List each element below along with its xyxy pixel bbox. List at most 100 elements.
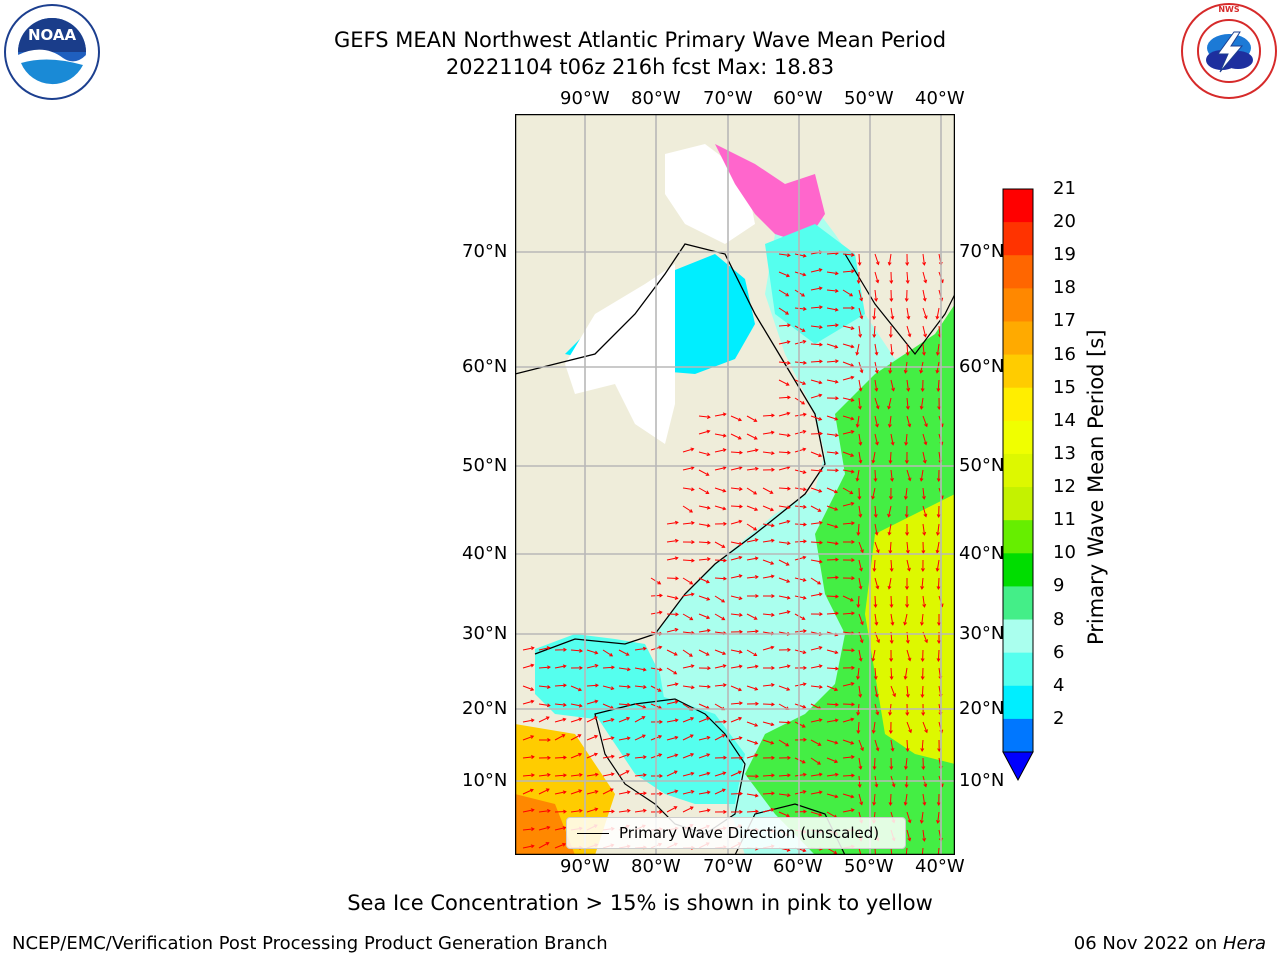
wave-arrow-head xyxy=(818,664,823,669)
wave-arrow xyxy=(714,505,726,510)
wave-arrow-head xyxy=(889,658,894,662)
wave-arrow-head xyxy=(610,736,615,741)
wave-arrow-head xyxy=(851,558,855,563)
wave-arrow xyxy=(889,793,892,806)
wave-arrow-head xyxy=(578,772,583,777)
wave-arrow-head xyxy=(738,519,743,524)
wave-arrow xyxy=(904,613,908,625)
wave-arrow-head xyxy=(919,819,924,824)
wave-arrow xyxy=(810,577,821,585)
wave-arrow-head xyxy=(786,273,790,278)
wave-arrow-head xyxy=(875,441,879,446)
wave-arrow-head xyxy=(771,467,775,472)
wave-arrow xyxy=(922,829,925,841)
wave-arrow-head xyxy=(594,790,599,794)
colorbar-segment xyxy=(1003,387,1033,422)
wave-arrow-head xyxy=(903,495,908,500)
wave-arrow-head xyxy=(858,585,863,590)
wave-arrow-head xyxy=(835,594,839,599)
wave-arrow-head xyxy=(755,629,759,634)
wave-arrow-head xyxy=(771,755,775,760)
wave-arrow-head xyxy=(626,716,631,721)
wave-arrow-head xyxy=(818,468,823,473)
lat-label-left: 30°N xyxy=(462,623,508,644)
wave-arrow-head xyxy=(819,431,823,436)
wave-arrow-head xyxy=(922,603,927,608)
wave-arrow xyxy=(698,791,710,795)
wave-arrow xyxy=(826,739,838,744)
wave-arrow-head xyxy=(819,612,823,617)
wave-arrow xyxy=(746,810,759,813)
wave-arrow-head xyxy=(935,352,940,356)
wave-arrow-head xyxy=(856,730,861,734)
wave-arrow-head xyxy=(818,488,823,493)
wave-arrow-head xyxy=(871,459,876,464)
wave-arrow-head xyxy=(642,685,647,689)
wave-arrow xyxy=(618,737,630,741)
wave-arrow-head xyxy=(626,667,631,672)
wave-arrow-head xyxy=(936,802,941,806)
wave-arrow-head xyxy=(753,526,758,531)
wave-arrow-head xyxy=(935,549,940,554)
wave-arrow-head xyxy=(738,555,743,560)
colorbar-segment xyxy=(1003,321,1033,356)
wave-arrow xyxy=(921,811,924,823)
lat-label-left: 10°N xyxy=(462,770,508,791)
wave-arrow-head xyxy=(817,742,822,746)
wave-arrow-head xyxy=(850,416,855,421)
wave-arrow xyxy=(858,397,861,409)
wave-arrow-head xyxy=(689,706,694,711)
wave-arrow-head xyxy=(859,315,864,320)
wave-arrow xyxy=(826,343,838,348)
wave-arrow-head xyxy=(706,579,710,584)
wave-arrow xyxy=(826,719,838,723)
wave-arrow xyxy=(730,685,742,691)
wave-arrow-head xyxy=(595,683,599,688)
wave-arrow-head xyxy=(873,514,878,518)
wave-arrow-head xyxy=(786,505,791,510)
wave-arrow-head xyxy=(770,507,774,512)
wave-arrow-head xyxy=(754,556,759,561)
wave-arrow xyxy=(778,559,790,566)
wave-arrow xyxy=(858,739,864,751)
wave-arrow-head xyxy=(755,774,759,779)
wave-arrow-head xyxy=(771,773,775,778)
wave-arrow xyxy=(890,685,896,697)
wave-arrow-head xyxy=(875,747,880,752)
wave-arrow-head xyxy=(562,790,567,795)
wave-arrow xyxy=(810,646,822,651)
wave-arrow-head xyxy=(786,664,791,669)
wave-arrow xyxy=(810,541,823,544)
wave-arrow-head xyxy=(875,279,880,284)
wave-arrow-head xyxy=(920,694,925,698)
wave-arrow xyxy=(746,449,758,453)
wave-arrow-head xyxy=(923,783,928,788)
wave-arrow xyxy=(921,613,924,625)
wave-arrow xyxy=(778,611,790,615)
wave-arrow xyxy=(858,307,863,319)
colorbar-tick-label: 15 xyxy=(1053,376,1076,398)
wave-arrow-head xyxy=(923,441,928,446)
wave-arrow xyxy=(858,649,862,661)
wave-arrow-head xyxy=(754,793,759,798)
wave-arrow-head xyxy=(919,369,924,374)
map-legend: Primary Wave Direction (unscaled) xyxy=(566,817,906,849)
wave-arrow xyxy=(890,739,894,751)
wave-arrow-head xyxy=(546,772,551,777)
wave-arrow-head xyxy=(659,593,663,598)
wave-arrow-head xyxy=(905,532,910,536)
wave-arrow xyxy=(872,649,876,661)
wave-arrow-head xyxy=(887,405,891,410)
wave-arrow xyxy=(682,613,693,621)
wave-arrow xyxy=(858,613,864,625)
wave-arrow-head xyxy=(851,648,855,653)
wave-arrow-head xyxy=(904,298,909,302)
wave-arrow xyxy=(826,415,838,420)
wave-arrow-head xyxy=(674,700,679,704)
wave-arrow xyxy=(922,253,925,265)
atlantic-period-field-yellow xyxy=(865,494,955,764)
lon-label-bottom: 80°W xyxy=(631,856,681,877)
wave-arrow xyxy=(794,430,806,435)
wave-arrow-head xyxy=(707,684,711,689)
wave-arrow-head xyxy=(723,521,727,526)
